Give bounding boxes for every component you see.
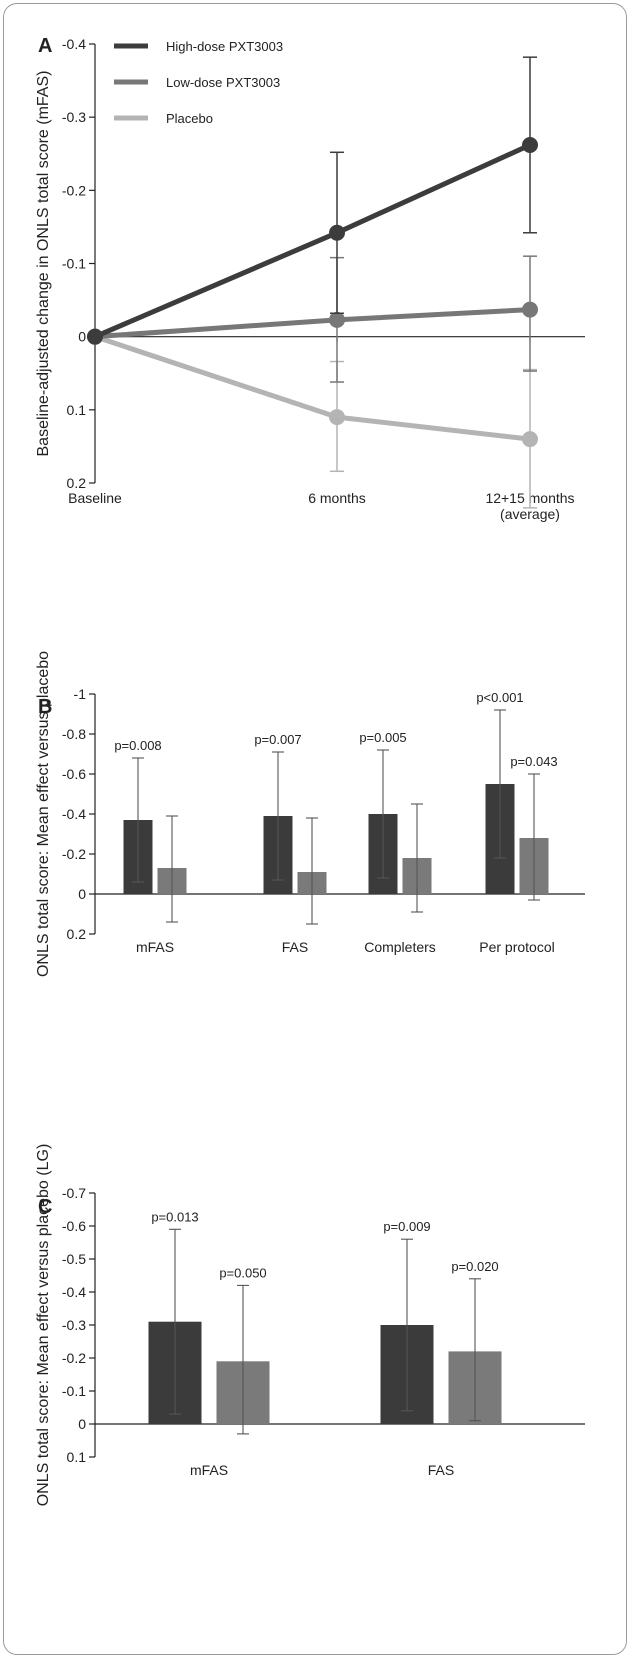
p-value-label: p=0.008 (114, 738, 161, 753)
x-category-label-line: Baseline (68, 490, 122, 506)
legend-label: High-dose PXT3003 (166, 39, 283, 54)
x-category-label-line: 6 months (308, 490, 366, 506)
x-category-label: 6 months (308, 490, 366, 506)
legend-label: Placebo (166, 111, 213, 126)
x-category-label: mFAS (136, 939, 174, 955)
p-value-label: p=0.007 (254, 732, 301, 747)
legend-label: Low-dose PXT3003 (166, 75, 280, 90)
y-tick-label: -0.7 (62, 1185, 86, 1201)
panel-letter: C (38, 1196, 52, 1218)
y-tick-label: -0.3 (62, 1317, 86, 1333)
panel-letter: A (38, 35, 52, 57)
y-tick-label: 0 (78, 329, 86, 345)
y-tick-label: 0.1 (67, 1449, 87, 1465)
y-axis-label: ONLS total score: Mean effect versus pla… (35, 1144, 52, 1507)
y-tick-label: -0.2 (62, 182, 86, 198)
p-value-label: p<0.001 (476, 690, 523, 705)
p-value-label: p=0.020 (451, 1259, 498, 1274)
y-tick-label: -0.1 (62, 256, 86, 272)
y-tick-label: -0.2 (62, 1350, 86, 1366)
data-point (87, 328, 103, 345)
data-point (522, 136, 538, 153)
data-point (329, 311, 345, 328)
series-line (94, 307, 531, 340)
y-tick-label: -0.5 (62, 1251, 86, 1267)
data-point (329, 409, 345, 426)
x-category-label-line: (average) (500, 506, 560, 522)
x-category-label: Baseline (68, 490, 122, 506)
figure-frame (3, 3, 627, 1655)
y-tick-label: 0.2 (67, 475, 87, 491)
y-tick-label: -0.1 (62, 1383, 86, 1399)
y-tick-label: -0.2 (62, 846, 86, 862)
data-point (329, 224, 345, 241)
x-category-label: mFAS (190, 1462, 228, 1478)
p-value-label: p=0.050 (219, 1265, 266, 1280)
y-tick-label: -0.6 (62, 1218, 86, 1234)
y-tick-label: -0.4 (62, 806, 86, 822)
p-value-label: p=0.043 (510, 754, 557, 769)
panel-letter: B (38, 696, 52, 718)
x-category-label: FAS (428, 1462, 454, 1478)
x-category-label: FAS (282, 939, 308, 955)
x-category-label: Per protocol (479, 939, 554, 955)
y-tick-label: -0.8 (62, 726, 86, 742)
y-tick-label: -0.4 (62, 1284, 86, 1300)
y-axis-label: Baseline-adjusted change in ONLS total s… (35, 71, 52, 457)
data-point (522, 301, 538, 318)
y-tick-label: -0.4 (62, 36, 86, 52)
series-line (94, 334, 531, 442)
y-tick-label: 0 (78, 886, 86, 902)
p-value-label: p=0.005 (359, 730, 406, 745)
y-tick-label: 0.2 (67, 926, 87, 942)
y-tick-label: -0.6 (62, 766, 86, 782)
p-value-label: p=0.009 (383, 1219, 430, 1234)
y-tick-label: -1 (74, 686, 87, 702)
y-tick-label: 0.1 (67, 402, 87, 418)
y-axis-label: ONLS total score: Mean effect versus pla… (35, 651, 52, 977)
y-tick-label: 0 (78, 1416, 86, 1432)
series-line (94, 142, 532, 339)
data-point (522, 431, 538, 448)
p-value-label: p=0.013 (151, 1209, 198, 1224)
x-category-label: Completers (364, 939, 436, 955)
y-tick-label: -0.3 (62, 109, 86, 125)
